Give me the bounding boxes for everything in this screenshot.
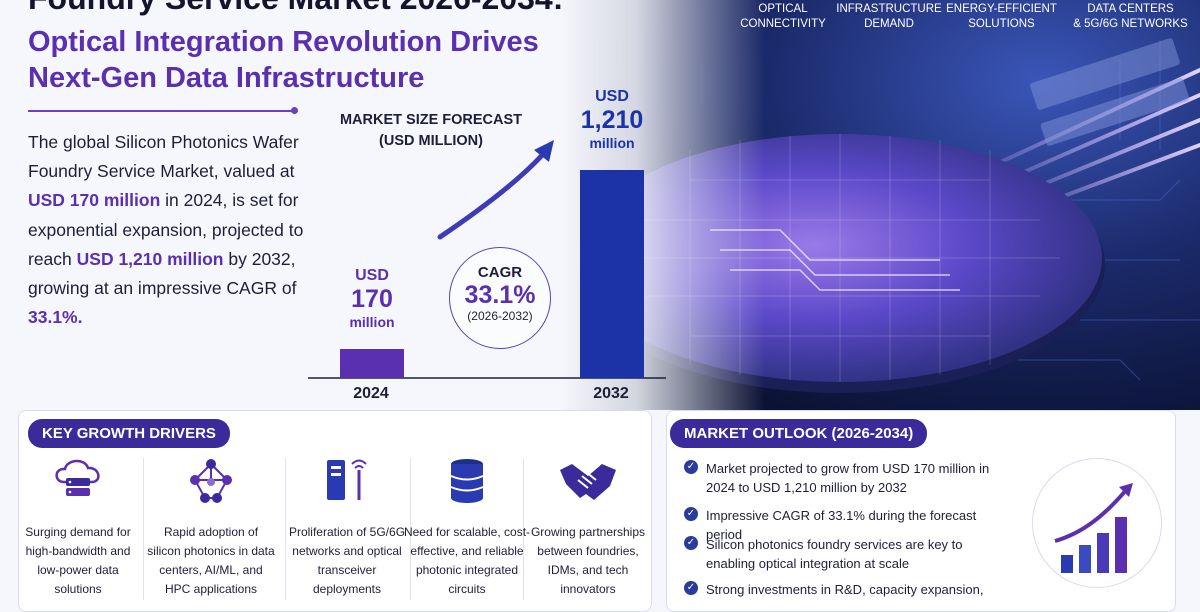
- topic-line: ENERGY-EFFICIENT: [946, 3, 1057, 15]
- page-title: Foundry Service Market 2026-2034:: [28, 0, 563, 17]
- network-nodes-icon: [190, 459, 232, 503]
- driver-divider: [523, 458, 524, 600]
- outlook-item: ✓ Silicon photonics foundry services are…: [684, 535, 1014, 573]
- topic-data-centers: DATA CENTERS & 5G/6G NETWORKS: [1068, 2, 1193, 32]
- topic-line: SOLUTIONS: [968, 18, 1035, 30]
- topic-line: INFRASTRUCTURE: [836, 3, 942, 15]
- handshake-icon: [560, 464, 616, 500]
- bar-value-label-2032: USD 1,210 million: [552, 88, 672, 151]
- growth-chart-badge: [1032, 458, 1162, 588]
- driver-text: Growing partnerships between foundries, …: [530, 525, 646, 596]
- database-icon: [450, 459, 484, 503]
- topic-line: OPTICAL: [758, 3, 808, 15]
- driver-item: Growing partnerships between foundries, …: [524, 456, 652, 599]
- check-icon: ✓: [684, 581, 698, 595]
- x-tick-2032: 2032: [593, 385, 629, 402]
- bar-value-label-2024: USD 170 million: [312, 267, 432, 330]
- page-subtitle: Optical Integration Revolution Drives Ne…: [28, 26, 539, 94]
- growth-arrow-head: [534, 140, 554, 162]
- topic-line: DEMAND: [864, 18, 914, 30]
- check-icon: ✓: [684, 536, 698, 550]
- outlook-text: Impressive CAGR of 33.1% during the fore…: [706, 508, 977, 542]
- driver-item: Rapid adoption of silicon photonics in d…: [147, 456, 275, 599]
- driver-text: Proliferation of 5G/6G networks and opti…: [288, 525, 406, 596]
- intro-text: The global Silicon Photonics Wafer Found…: [28, 132, 299, 182]
- driver-text: Rapid adoption of silicon photonics in d…: [147, 525, 275, 596]
- bar-currency: USD: [595, 88, 629, 105]
- bar-unit: million: [589, 135, 635, 151]
- title-divider: [28, 107, 298, 114]
- topic-line: CONNECTIVITY: [740, 18, 826, 30]
- topic-optical-connectivity: OPTICAL CONNECTIVITY: [728, 2, 838, 32]
- growth-arrow: [437, 149, 548, 240]
- driver-divider: [143, 458, 144, 600]
- cagr-badge: CAGR 33.1% (2026-2032): [449, 247, 551, 349]
- key-growth-drivers-heading: KEY GROWTH DRIVERS: [28, 419, 230, 448]
- chart-title: MARKET SIZE FORECAST (USD MILLION): [339, 112, 523, 149]
- driver-divider: [285, 458, 286, 600]
- intro-paragraph: The global Silicon Photonics Wafer Found…: [28, 128, 313, 332]
- topic-energy-efficient: ENERGY-EFFICIENT SOLUTIONS: [944, 2, 1059, 32]
- cagr-period: (2026-2032): [467, 309, 533, 323]
- outlook-text: Market projected to grow from USD 170 mi…: [706, 461, 990, 495]
- outlook-item: ✓ Market projected to grow from USD 170 …: [684, 459, 1014, 497]
- intro-highlight: 33.1%.: [28, 307, 83, 328]
- bar-currency: USD: [355, 267, 389, 284]
- outlook-text: Strong investments in R&D, capacity expa…: [706, 582, 984, 597]
- cloud-server-icon: [55, 459, 100, 496]
- intro-text: in 2024, is set for exponential expansio…: [28, 190, 304, 269]
- x-tick-2024: 2024: [353, 385, 389, 402]
- driver-divider: [410, 458, 411, 600]
- tower-antenna-icon: [327, 459, 367, 500]
- outlook-item: ✓ Strong investments in R&D, capacity ex…: [684, 580, 1014, 599]
- driver-text: Need for scalable, cost-effective, and r…: [403, 525, 531, 596]
- cagr-value: 33.1%: [464, 281, 536, 309]
- driver-item: Proliferation of 5G/6G networks and opti…: [283, 456, 411, 599]
- topic-labels: OPTICAL CONNECTIVITY INFRASTRUCTURE DEMA…: [728, 0, 1200, 40]
- intro-text: by 2032, growing at an impressive CAGR o…: [28, 248, 297, 299]
- market-outlook-heading: MARKET OUTLOOK (2026-2034): [670, 419, 928, 448]
- hero-wafer-image: [560, 0, 1200, 410]
- intro-highlight: USD 1,210 million: [76, 248, 224, 269]
- bar-unit: million: [349, 314, 395, 330]
- bar-number: 1,210: [580, 106, 644, 134]
- outlook-text: Silicon photonics foundry services are k…: [706, 537, 963, 571]
- bar-number: 170: [351, 285, 393, 313]
- intro-highlight: USD 170 million: [28, 190, 161, 211]
- topic-line: & 5G/6G NETWORKS: [1073, 18, 1188, 30]
- bar-growth-icon: [1054, 483, 1133, 573]
- cagr-label: CAGR: [477, 264, 523, 281]
- topic-line: DATA CENTERS: [1087, 3, 1174, 15]
- bar-2024: [340, 349, 404, 378]
- driver-item: Surging demand for high-bandwidth and lo…: [14, 456, 142, 599]
- check-icon: ✓: [684, 460, 698, 474]
- driver-text: Surging demand for high-bandwidth and lo…: [25, 525, 131, 596]
- driver-item: Need for scalable, cost-effective, and r…: [403, 456, 531, 599]
- outlook-item: ✓ Impressive CAGR of 33.1% during the fo…: [684, 506, 1014, 544]
- topic-infrastructure-demand: INFRASTRUCTURE DEMAND: [834, 2, 944, 32]
- check-icon: ✓: [684, 507, 698, 521]
